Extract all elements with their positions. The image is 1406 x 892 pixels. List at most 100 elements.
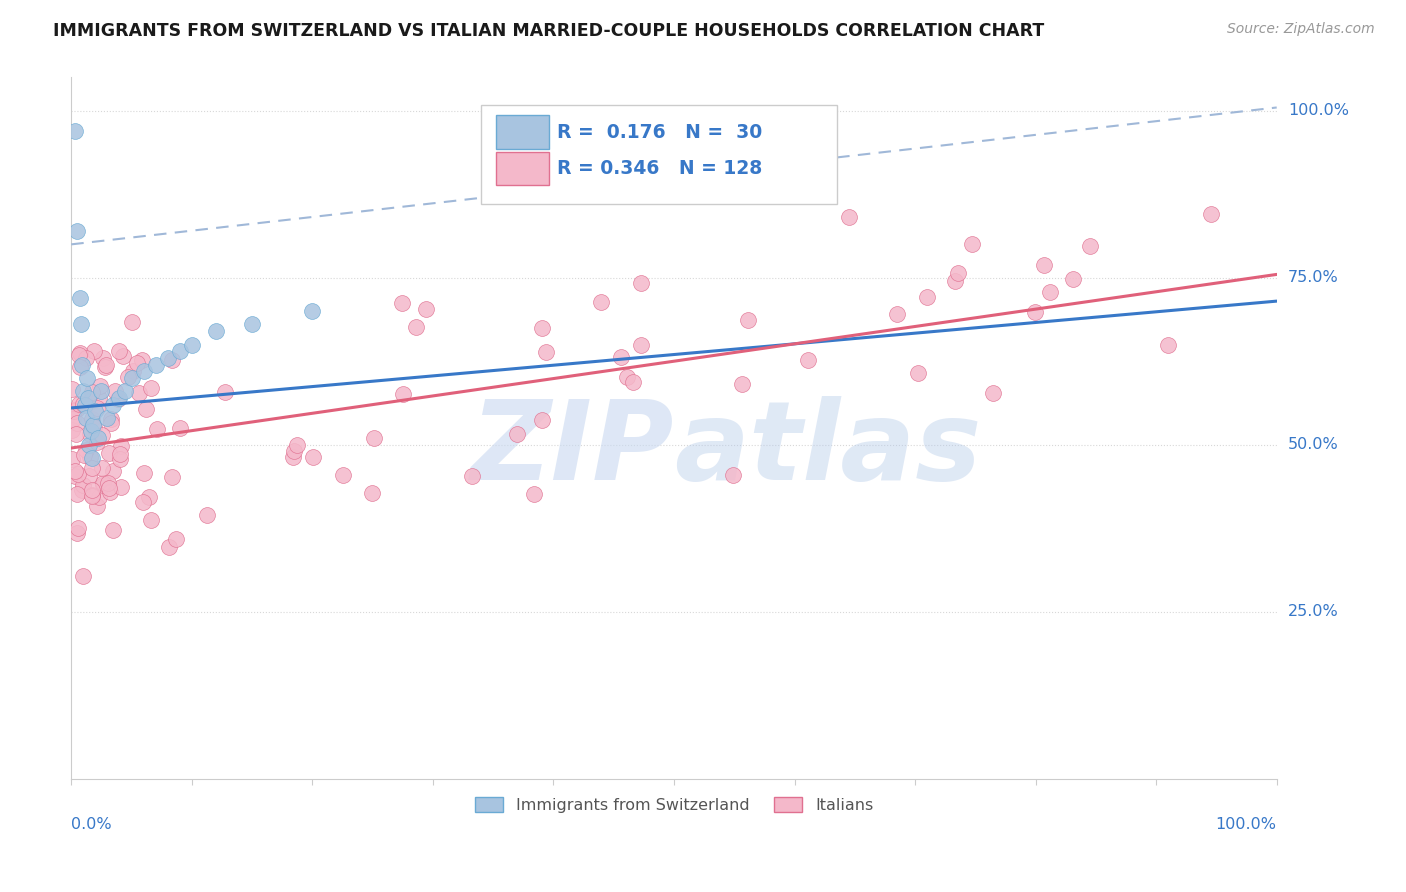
Point [838, 210, 860, 224]
Point [107, 344, 129, 359]
Point [616, 369, 638, 384]
Point [157, 540, 180, 554]
Point [301, 304, 323, 318]
Point [65, 427, 87, 442]
Text: atlas: atlas [673, 395, 981, 502]
Point [66, 417, 89, 431]
Point [146, 422, 169, 436]
Point [131, 494, 153, 508]
Point [63, 124, 86, 138]
Point [886, 307, 908, 321]
Point [62, 382, 84, 396]
Point [131, 352, 153, 367]
Point [75, 411, 97, 425]
Point [723, 468, 745, 483]
Text: ZIP: ZIP [471, 395, 673, 502]
Point [67, 348, 90, 362]
Point [87, 391, 110, 405]
Text: IMMIGRANTS FROM SWITZERLAND VS ITALIAN MARRIED-COUPLE HOUSEHOLDS CORRELATION CHA: IMMIGRANTS FROM SWITZERLAND VS ITALIAN M… [53, 22, 1045, 40]
Point [73, 398, 96, 412]
Point [66, 224, 89, 238]
Point [108, 446, 131, 460]
Point [75, 443, 97, 458]
Point [67, 521, 90, 535]
Point [100, 416, 122, 430]
Point [121, 316, 143, 330]
Point [62, 412, 84, 426]
Point [139, 381, 162, 395]
FancyBboxPatch shape [495, 115, 548, 149]
Point [77, 391, 100, 405]
Point [70, 318, 93, 332]
Point [69, 346, 91, 360]
Point [981, 385, 1004, 400]
Point [72, 478, 94, 492]
Point [98, 484, 121, 499]
Point [86, 499, 108, 513]
Point [405, 319, 427, 334]
Point [79, 425, 101, 439]
Point [75, 351, 97, 366]
Point [108, 452, 131, 467]
Point [145, 358, 167, 372]
Point [83, 343, 105, 358]
Point [128, 386, 150, 401]
Point [70, 358, 93, 372]
Point [93, 351, 115, 366]
Point [461, 468, 484, 483]
Point [141, 513, 163, 527]
Point [70, 483, 93, 498]
Point [948, 266, 970, 280]
Point [65, 464, 87, 478]
Point [121, 371, 143, 385]
Text: 0.0%: 0.0% [72, 817, 112, 832]
Point [797, 353, 820, 368]
Point [621, 376, 644, 390]
Point [1201, 207, 1223, 221]
Point [117, 369, 139, 384]
Point [107, 392, 129, 406]
Point [87, 431, 110, 445]
Point [79, 450, 101, 465]
Point [506, 426, 529, 441]
Point [94, 359, 117, 374]
Point [363, 432, 385, 446]
Point [122, 364, 145, 378]
Point [127, 355, 149, 369]
Point [160, 470, 183, 484]
Text: 100.0%: 100.0% [1288, 103, 1348, 119]
Point [1024, 304, 1046, 318]
Point [391, 386, 413, 401]
Point [66, 526, 89, 541]
Point [83, 419, 105, 434]
Point [104, 384, 127, 399]
Point [165, 533, 187, 547]
Point [98, 481, 121, 495]
Point [943, 274, 966, 288]
Point [82, 460, 104, 475]
Point [1062, 272, 1084, 286]
Point [84, 404, 107, 418]
Text: R =  0.176   N =  30: R = 0.176 N = 30 [557, 122, 762, 142]
FancyBboxPatch shape [481, 105, 837, 203]
Point [89, 379, 111, 393]
Point [160, 353, 183, 368]
Point [63, 404, 86, 418]
Point [180, 337, 202, 351]
Point [391, 296, 413, 310]
Point [100, 412, 122, 426]
Point [415, 302, 437, 317]
Point [169, 421, 191, 435]
Point [135, 402, 157, 417]
Point [1032, 258, 1054, 272]
Point [205, 324, 228, 338]
Point [195, 508, 218, 523]
Point [114, 384, 136, 399]
Text: 25.0%: 25.0% [1288, 604, 1339, 619]
Point [96, 358, 118, 372]
Point [731, 377, 754, 392]
Point [86, 435, 108, 450]
Point [87, 491, 110, 505]
Point [69, 291, 91, 305]
Text: 100.0%: 100.0% [1216, 817, 1277, 832]
